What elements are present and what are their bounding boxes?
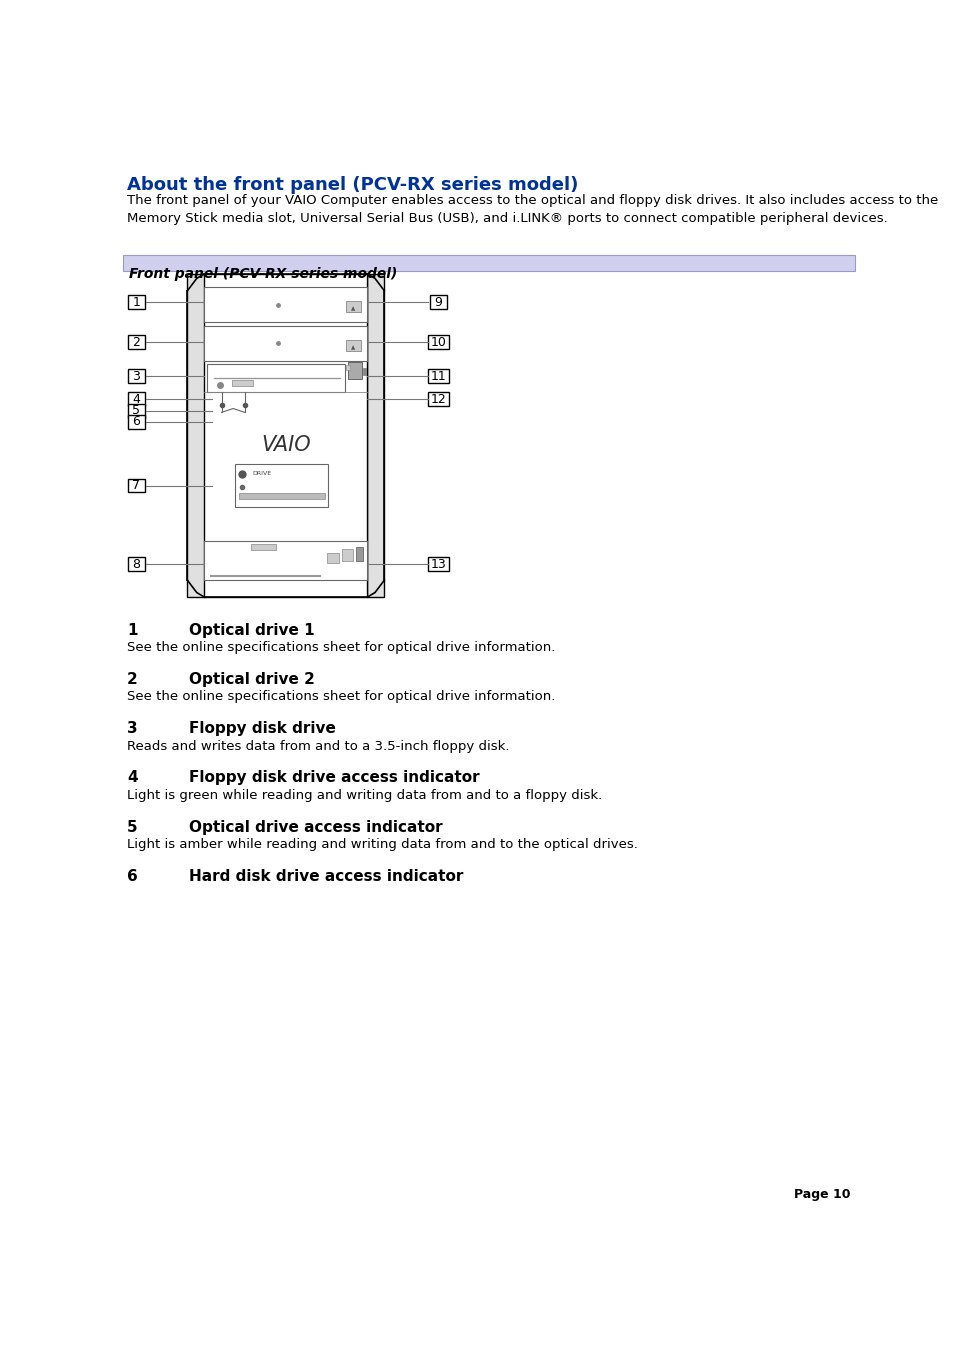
Bar [232, 380, 253, 386]
Text: 2: 2 [132, 336, 140, 349]
Bar [128, 415, 145, 428]
Bar [341, 549, 353, 561]
Bar [428, 557, 448, 571]
Text: Optical drive access indicator: Optical drive access indicator [189, 820, 442, 835]
Text: 1: 1 [127, 623, 137, 638]
Bar [428, 335, 448, 349]
Bar [128, 404, 145, 417]
Bar [128, 335, 145, 349]
Text: Light is amber while reading and writing data from and to the optical drives.: Light is amber while reading and writing… [127, 838, 638, 851]
Text: Hard disk drive access indicator: Hard disk drive access indicator [189, 869, 463, 884]
Text: VAIO: VAIO [261, 435, 311, 455]
Text: 4: 4 [132, 393, 140, 405]
Bar [348, 362, 361, 380]
Bar [345, 301, 360, 312]
Bar [355, 547, 363, 561]
Text: 11: 11 [430, 370, 446, 382]
Bar [428, 392, 448, 407]
Text: The front panel of your VAIO Computer enables access to the optical and floppy d: The front panel of your VAIO Computer en… [127, 195, 937, 226]
Text: 1: 1 [132, 296, 140, 309]
Text: 10: 10 [430, 336, 446, 349]
Text: 7: 7 [132, 480, 140, 492]
Text: 5: 5 [127, 820, 137, 835]
Text: 4: 4 [127, 770, 137, 785]
Bar [207, 363, 344, 392]
Bar [235, 463, 328, 507]
Bar [128, 296, 145, 309]
Text: 8: 8 [132, 558, 140, 570]
Bar [187, 274, 204, 597]
Text: DRIVE: DRIVE [253, 471, 272, 476]
Text: 12: 12 [430, 393, 446, 405]
Text: 2: 2 [127, 671, 137, 686]
Bar [128, 557, 145, 571]
Bar [345, 365, 350, 370]
Bar [428, 369, 448, 384]
Bar [204, 274, 367, 597]
Bar [430, 296, 447, 309]
Bar [128, 392, 145, 407]
Bar [251, 544, 275, 550]
Bar [204, 286, 367, 323]
Text: See the online specifications sheet for optical drive information.: See the online specifications sheet for … [127, 690, 555, 704]
Bar [123, 254, 854, 272]
Bar [204, 326, 367, 361]
Bar [327, 554, 339, 562]
Text: 13: 13 [430, 558, 446, 570]
Text: 6: 6 [132, 415, 140, 428]
Bar [128, 478, 145, 493]
Text: Floppy disk drive: Floppy disk drive [189, 721, 335, 736]
Text: Optical drive 2: Optical drive 2 [189, 671, 314, 686]
Text: 6: 6 [127, 869, 137, 884]
Text: ▲: ▲ [351, 346, 355, 350]
Text: Optical drive 1: Optical drive 1 [189, 623, 314, 638]
Text: 5: 5 [132, 404, 140, 417]
Text: About the front panel (PCV-RX series model): About the front panel (PCV-RX series mod… [127, 176, 578, 195]
Bar [204, 540, 367, 580]
Text: Page 10: Page 10 [794, 1188, 850, 1201]
Bar [238, 493, 325, 499]
Bar [345, 340, 360, 351]
Bar [362, 369, 365, 374]
Text: Reads and writes data from and to a 3.5-inch floppy disk.: Reads and writes data from and to a 3.5-… [127, 739, 509, 753]
Text: See the online specifications sheet for optical drive information.: See the online specifications sheet for … [127, 642, 555, 654]
Text: ▲: ▲ [351, 307, 355, 311]
Text: Floppy disk drive access indicator: Floppy disk drive access indicator [189, 770, 479, 785]
Text: 3: 3 [132, 370, 140, 382]
Text: Front panel (PCV-RX series model): Front panel (PCV-RX series model) [129, 267, 396, 281]
Text: Light is green while reading and writing data from and to a floppy disk.: Light is green while reading and writing… [127, 789, 601, 802]
Bar [128, 369, 145, 384]
Text: 3: 3 [127, 721, 137, 736]
Text: 9: 9 [435, 296, 442, 309]
Bar [367, 274, 384, 597]
